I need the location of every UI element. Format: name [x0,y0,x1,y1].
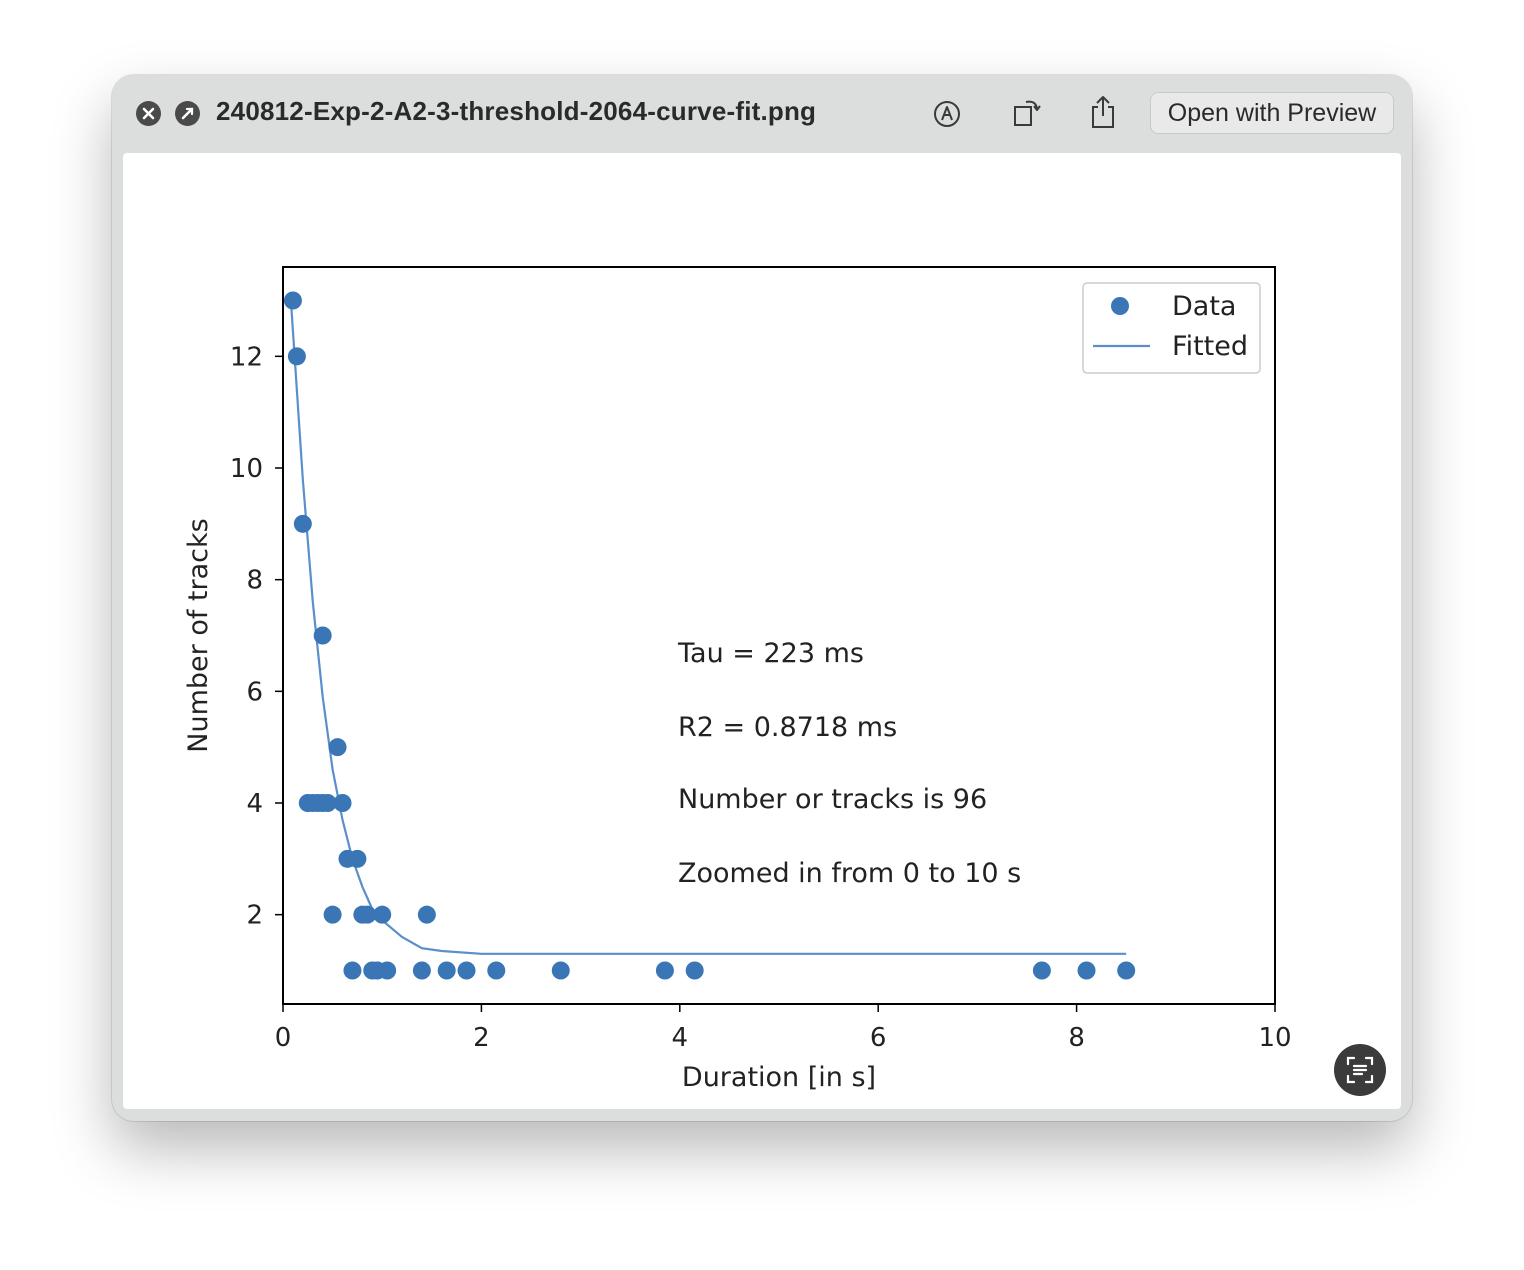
plot-frame [282,266,1276,1005]
annotation-text: R2 = 0.8718 ms [678,712,897,743]
data-point [328,738,347,757]
y-tick-label: 4 [246,789,263,819]
data-point [417,905,436,924]
x-tick-label: 0 [275,1023,292,1053]
x-tick-label: 8 [1068,1023,1085,1053]
title-bar: 240812-Exp-2-A2-3-threshold-2064-curve-f… [112,75,1412,153]
markup-icon[interactable] [932,99,962,129]
data-point [283,291,302,310]
y-tick-label: 8 [246,566,263,596]
data-point [323,905,342,924]
data-point [287,347,306,366]
annotation-text: Number or tracks is 96 [678,784,987,815]
data-point [378,961,397,980]
data-point [318,794,337,812]
x-axis-label: Duration [in s] [682,1062,876,1093]
annotation-text: Zoomed in from 0 to 10 s [678,858,1021,889]
x-tick-label: 2 [473,1023,490,1053]
legend-data-marker [1111,297,1129,315]
data-point [457,961,476,980]
y-tick-label: 12 [230,342,263,372]
data-point [293,514,312,533]
legend-fitted-label: Fitted [1172,331,1248,362]
data-point [1117,961,1136,980]
data-point [358,905,377,924]
data-point [373,905,392,924]
data-point [487,961,506,980]
window-title: 240812-Exp-2-A2-3-threshold-2064-curve-f… [216,96,817,126]
data-point [437,961,456,980]
y-tick-label: 6 [246,677,263,707]
y-tick-label: 2 [246,901,263,931]
fullscreen-icon[interactable] [175,101,200,126]
rotate-icon[interactable] [1010,95,1044,129]
data-point [551,961,570,980]
x-tick-label: 6 [870,1023,887,1053]
legend-data-label: Data [1172,291,1236,322]
data-point [313,626,332,645]
data-point [1032,961,1051,980]
open-with-preview-button[interactable]: Open with Preview [1150,92,1394,134]
live-text-icon[interactable] [1334,1044,1386,1096]
data-point [348,849,367,868]
y-tick-label: 10 [230,454,263,484]
share-icon[interactable] [1087,94,1119,130]
data-point [343,961,362,980]
data-point [685,961,704,980]
data-point [1077,961,1096,980]
data-point [655,961,674,980]
annotation-text: Tau = 223 ms [677,638,864,669]
quicklook-window: 240812-Exp-2-A2-3-threshold-2064-curve-f… [112,75,1412,1121]
curve-fit-chart: 0 2 4 6 8 10 2 4 6 8 10 12 Duration [in s] Number of … [183,266,1292,1093]
x-tick-label: 10 [1258,1023,1291,1053]
y-axis-label: Number of tracks [183,518,214,752]
preview-content: 0 2 4 6 8 10 2 4 6 8 10 12 Duration [in s] Number of … [123,153,1401,1109]
data-point [412,961,431,980]
close-icon[interactable] [136,101,161,126]
fitted-curve-line [289,300,1127,955]
x-tick-label: 4 [672,1023,689,1053]
data-point [333,794,352,812]
